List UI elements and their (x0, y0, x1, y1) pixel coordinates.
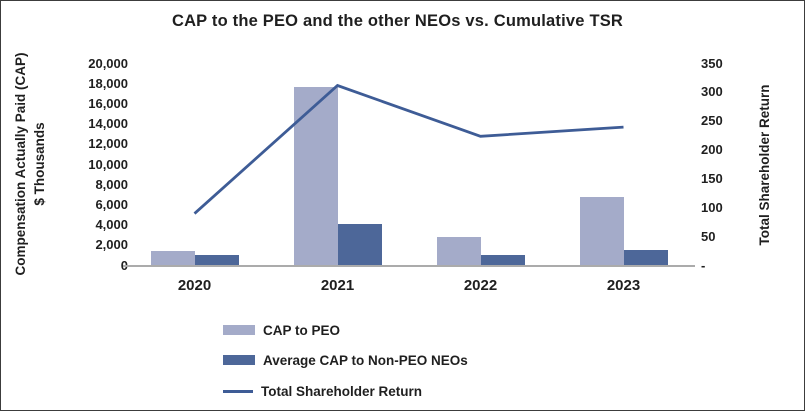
right-axis-title: Total Shareholder Return (757, 84, 772, 246)
bar-average-cap-to-non-peo-neos-2021 (337, 224, 382, 266)
x-label-2022: 2022 (463, 277, 498, 294)
right-tick-50: 50 (701, 228, 716, 244)
left-tick-0: 0 (58, 258, 128, 274)
left-tick-4-000: 4,000 (95, 217, 128, 233)
left-tick-10-000: 10,000 (88, 156, 128, 172)
category-axis-line (123, 265, 695, 267)
right-tick-100: 100 (701, 199, 723, 215)
left-axis-title-line1: Compensation Actually Paid (CAP) (13, 52, 28, 276)
legend-label-cap-to-peo: CAP to PEO (263, 322, 341, 338)
bar-average-cap-to-non-peo-neos-2023 (623, 249, 668, 266)
left-tick-16-000: 16,000 (88, 95, 128, 111)
left-tick-8-000: 8,000 (95, 176, 128, 192)
right-tick-zero: - (701, 257, 706, 273)
cap-to-peo-swatch (223, 325, 255, 335)
bar-cap-to-peo-2020 (150, 251, 195, 266)
left-tick-18-000: 18,000 (88, 75, 128, 91)
left-axis-title-line2: $ Thousands (32, 122, 47, 206)
bar-average-cap-to-non-peo-neos-2022 (480, 255, 525, 266)
x-label-2023: 2023 (606, 277, 641, 294)
legend-label-tsr: Total Shareholder Return (261, 383, 423, 399)
legend-item-cap-to-peo: CAP to PEO (223, 322, 340, 338)
right-tick-150: 150 (701, 170, 723, 186)
left-tick-6-000: 6,000 (95, 196, 128, 212)
chart-title: CAP to the PEO and the other NEOs vs. Cu… (171, 12, 624, 30)
avg-cap-non-peo-swatch (223, 355, 255, 365)
bar-average-cap-to-non-peo-neos-2020 (194, 254, 239, 266)
right-tick-250: 250 (701, 113, 723, 129)
bar-cap-to-peo-2021 (293, 86, 338, 266)
left-tick-14-000: 14,000 (88, 116, 128, 132)
left-tick-12-000: 12,000 (88, 136, 128, 152)
left-axis-title: Compensation Actually Paid (CAP) $ Thous… (11, 24, 49, 304)
legend-item-tsr: Total Shareholder Return (223, 383, 422, 399)
x-label-2021: 2021 (320, 277, 355, 294)
x-label-2020: 2020 (177, 277, 212, 294)
bar-cap-to-peo-2022 (436, 237, 481, 266)
legend-item-avg-cap-non-peo: Average CAP to Non-PEO NEOs (223, 352, 468, 368)
right-tick-350: 350 (701, 55, 723, 71)
right-tick-200: 200 (701, 142, 723, 158)
left-tick-2-000: 2,000 (95, 237, 128, 253)
bar-cap-to-peo-2023 (579, 196, 624, 266)
left-tick-20-000: 20,000 (88, 55, 128, 71)
tsr-line-swatch (223, 389, 253, 393)
right-tick-300: 300 (701, 84, 723, 100)
legend-label-avg-cap-non-peo: Average CAP to Non-PEO NEOs (263, 352, 468, 368)
